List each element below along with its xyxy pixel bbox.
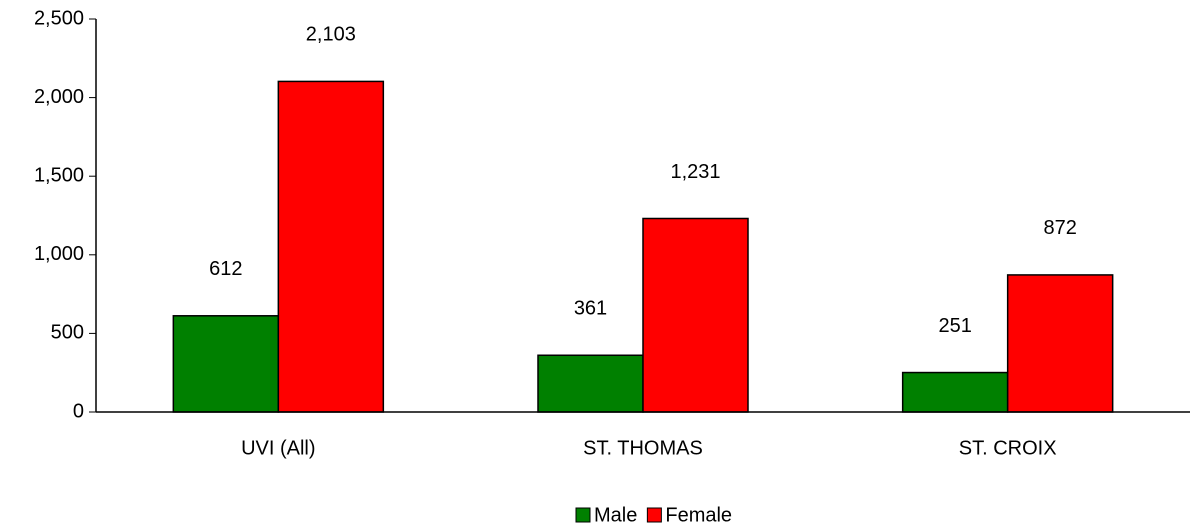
x-tick-label: ST. CROIX <box>959 437 1057 459</box>
bar <box>277 80 385 413</box>
bar <box>1006 274 1114 413</box>
bar <box>537 354 644 413</box>
x-tick-label: ST. THOMAS <box>583 437 703 459</box>
value-label: 872 <box>1043 217 1076 239</box>
legend-label: Female <box>665 504 732 526</box>
legend-swatch <box>575 507 591 523</box>
value-label: 2,103 <box>306 24 356 46</box>
y-tick-label: 1,500 <box>34 164 84 186</box>
y-tick-label: 2,000 <box>34 86 84 108</box>
y-tick-label: 500 <box>51 322 84 344</box>
value-label: 612 <box>209 258 242 280</box>
x-tick-label: UVI (All) <box>241 437 315 459</box>
value-label: 1,231 <box>670 161 720 183</box>
value-label: 251 <box>938 315 971 337</box>
bar <box>642 217 749 413</box>
legend-label: Male <box>594 504 637 526</box>
y-tick-label: 0 <box>73 400 84 422</box>
bar <box>172 315 280 413</box>
bar <box>901 371 1009 413</box>
value-label: 361 <box>574 298 607 320</box>
y-tick-label: 2,500 <box>34 7 84 29</box>
legend-swatch <box>646 507 662 523</box>
y-tick-label: 1,000 <box>34 243 84 265</box>
